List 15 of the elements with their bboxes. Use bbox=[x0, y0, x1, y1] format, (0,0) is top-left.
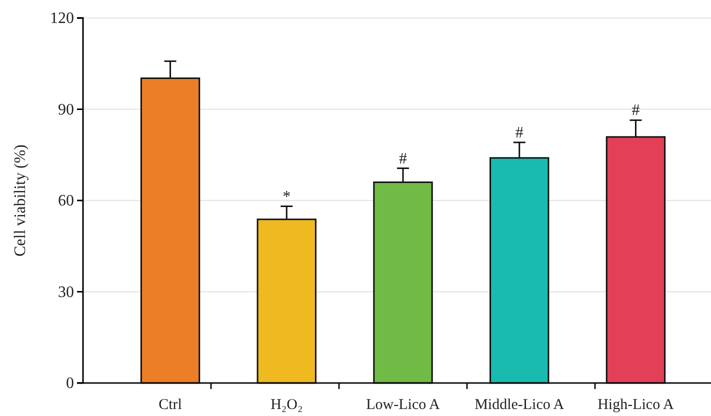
x-tick-label: Middle-Lico A bbox=[474, 397, 564, 413]
y-tick-label: 60 bbox=[58, 192, 74, 210]
annotation: # bbox=[632, 102, 640, 120]
x-tick-label: High-Lico A bbox=[598, 397, 674, 413]
x-tick-label: Ctrl bbox=[158, 397, 182, 413]
x-tick-label: Low-Lico A bbox=[366, 397, 440, 413]
y-tick-label: 30 bbox=[58, 284, 74, 301]
x-tick-label: H₂O₂ bbox=[270, 397, 303, 413]
annotation: # bbox=[515, 124, 524, 142]
annotation: # bbox=[399, 150, 407, 168]
y-axis-title: Cell viability (%) bbox=[12, 144, 29, 256]
annotation: * bbox=[282, 188, 291, 206]
y-tick-label: 0 bbox=[66, 375, 74, 392]
y-tick-label: 120 bbox=[50, 10, 74, 28]
y-tick-label: 90 bbox=[58, 101, 74, 118]
